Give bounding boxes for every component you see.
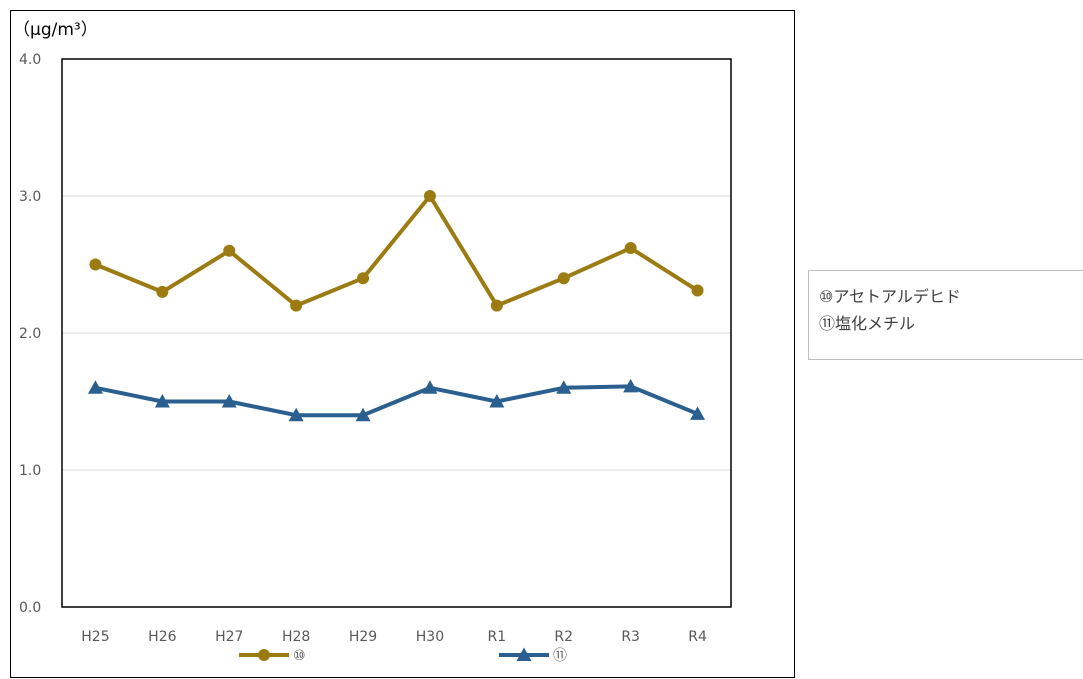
x-axis-ticks: H25 H26 H27 H28 H29 H30 R1 R2 R3 R4 <box>81 629 707 645</box>
unit-label: （μg/m³） <box>13 20 98 40</box>
data-point <box>422 380 438 394</box>
data-point <box>690 406 706 420</box>
legend-label: ⑪ <box>553 648 567 664</box>
data-point <box>156 285 169 298</box>
data-point <box>516 647 532 661</box>
data-point <box>423 190 436 202</box>
series-line <box>94 194 699 308</box>
y-tick-label: 1.0 <box>19 463 41 479</box>
y-tick-label: 0.0 <box>19 600 41 616</box>
x-tick-label: R4 <box>688 629 707 645</box>
chart-frame: （μg/m³） 0.0 1.0 2.0 3.0 4.0 H25 H26 H27 H28 H29 H… <box>10 10 795 678</box>
x-tick-label: H30 <box>416 629 444 645</box>
side-legend-box: ⑩アセトアルデヒド ⑪塩化メチル <box>808 270 1083 360</box>
series-methyl-chloride <box>87 378 706 422</box>
data-point <box>290 299 303 312</box>
data-point <box>623 378 639 393</box>
y-tick-label: 3.0 <box>19 189 41 205</box>
data-point <box>489 394 505 408</box>
data-point <box>691 284 704 297</box>
x-tick-label: R1 <box>488 629 507 645</box>
series-layer <box>87 190 706 422</box>
plot-border <box>61 58 732 608</box>
data-point <box>154 394 170 408</box>
data-point <box>89 258 102 271</box>
legend-entry: ⑪ <box>499 647 567 664</box>
legend-label: ⑩ <box>293 648 306 664</box>
x-tick-label: H29 <box>349 629 377 645</box>
y-tick-label: 2.0 <box>19 326 41 342</box>
legend-entry: ⑩ <box>239 648 306 664</box>
gridlines <box>62 195 731 471</box>
x-tick-label: H27 <box>215 629 243 645</box>
x-tick-label: H26 <box>148 629 176 645</box>
y-tick-label: 4.0 <box>19 52 41 68</box>
series-acetaldehyde <box>89 190 704 312</box>
x-tick-label: H28 <box>282 629 310 645</box>
side-legend-item-methyl-chloride: ⑪塩化メチル <box>819 314 916 333</box>
x-tick-label: R2 <box>554 629 573 645</box>
x-tick-label: R3 <box>621 629 640 645</box>
data-point <box>258 649 270 661</box>
side-legend-item-acetaldehyde: ⑩アセトアルデヒド <box>819 287 961 306</box>
data-point <box>355 407 371 422</box>
data-point <box>490 299 503 312</box>
y-axis-ticks: 0.0 1.0 2.0 3.0 4.0 <box>19 52 41 616</box>
data-point <box>87 380 103 394</box>
data-point <box>223 244 236 257</box>
data-point <box>221 394 237 408</box>
x-tick-label: H25 <box>81 629 109 645</box>
data-point <box>357 272 370 285</box>
data-point <box>624 242 637 255</box>
data-point <box>288 407 304 422</box>
series-line <box>95 384 699 418</box>
data-point <box>557 272 570 285</box>
line-chart: （μg/m³） 0.01.02.03.04.0 H25 H26 H27 H28 H29 H… <box>13 20 732 664</box>
data-point <box>556 380 572 394</box>
